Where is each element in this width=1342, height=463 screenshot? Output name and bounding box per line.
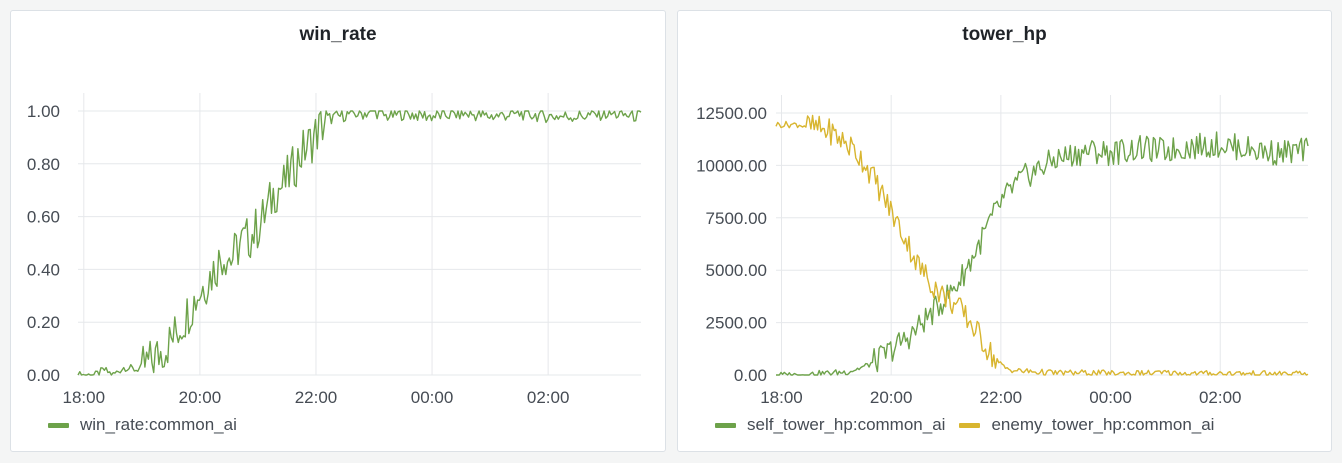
y-tick-label: 0.20 <box>27 313 60 332</box>
y-tick-label: 1.00 <box>27 102 60 121</box>
legend-item[interactable]: win_rate:common_ai <box>48 415 237 435</box>
tower-hp-panel: tower_hp 0.00 2500.00 5000.00 7500.00 10000.… <box>677 10 1332 452</box>
panel-title: tower_hp <box>962 24 1047 45</box>
legend-item[interactable]: enemy_tower_hp:common_ai <box>959 415 1214 435</box>
y-tick-label: 12500.00 <box>696 104 767 123</box>
x-tick-label: 22:00 <box>295 388 338 407</box>
legend: self_tower_hp:common_ai enemy_tower_hp:c… <box>715 415 1228 435</box>
y-tick-label: 0.00 <box>27 366 60 385</box>
series-line-self-tower-hp-common-ai <box>776 131 1309 376</box>
legend-label: self_tower_hp:common_ai <box>747 415 946 434</box>
y-tick-label: 0.60 <box>27 208 60 227</box>
y-tick-label: 0.40 <box>27 260 60 279</box>
x-tick-label: 02:00 <box>527 388 570 407</box>
tower-hp-chart: 0.00 2500.00 5000.00 7500.00 10000.00 12500.0… <box>696 95 1309 407</box>
x-tick-label: 18:00 <box>760 388 803 407</box>
legend-swatch <box>715 422 736 428</box>
y-tick-label: 0.80 <box>27 155 60 174</box>
x-tick-label: 22:00 <box>980 388 1023 407</box>
legend-swatch <box>959 422 981 428</box>
legend-swatch <box>48 422 69 428</box>
series-line-enemy-tower-hp-common-ai <box>775 114 1309 376</box>
x-tick-label: 20:00 <box>870 388 913 407</box>
panel-title: win_rate <box>299 24 377 45</box>
win-rate-chart: 0.00 0.20 0.40 0.60 0.80 1.00 18:00 20:00 22:00 0… <box>27 93 642 407</box>
series-line-win-rate-common-ai <box>77 110 642 376</box>
y-tick-label: 7500.00 <box>706 209 767 228</box>
legend: win_rate:common_ai <box>48 415 251 435</box>
y-tick-label: 5000.00 <box>706 261 767 280</box>
legend-label: win_rate:common_ai <box>80 415 237 434</box>
x-tick-label: 02:00 <box>1199 388 1242 407</box>
x-tick-label: 00:00 <box>1089 388 1132 407</box>
y-tick-label: 10000.00 <box>696 156 767 175</box>
x-tick-label: 00:00 <box>411 388 454 407</box>
win-rate-panel: win_rate 0.00 0.20 0.40 0.60 0.80 1.00 18:00 20… <box>10 10 666 452</box>
legend-item[interactable]: self_tower_hp:common_ai <box>715 415 945 435</box>
legend-label: enemy_tower_hp:common_ai <box>991 415 1215 434</box>
y-tick-label: 0.00 <box>734 366 767 385</box>
x-tick-label: 20:00 <box>179 388 222 407</box>
y-tick-label: 2500.00 <box>706 314 767 333</box>
x-tick-label: 18:00 <box>63 388 106 407</box>
